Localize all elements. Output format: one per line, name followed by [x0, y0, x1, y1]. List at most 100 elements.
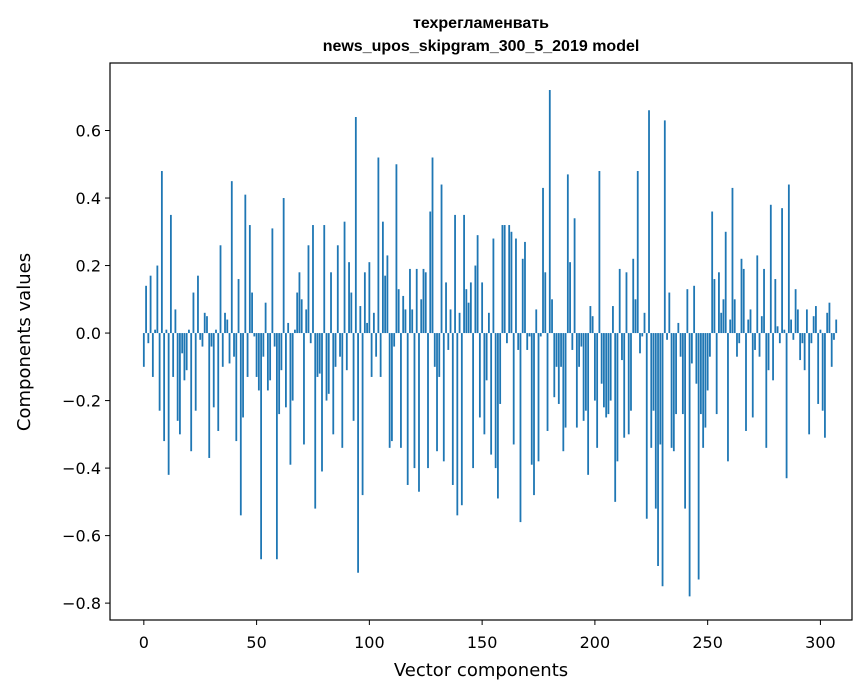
bar-189 — [569, 262, 571, 334]
bar-6 — [156, 265, 159, 334]
bar-32 — [215, 329, 217, 334]
bar-197 — [587, 333, 590, 475]
bar-301 — [821, 333, 824, 411]
bar-234 — [670, 333, 673, 448]
bar-14 — [174, 309, 177, 334]
bar-44 — [242, 333, 244, 418]
bar-224 — [648, 110, 650, 334]
bar-164 — [512, 333, 515, 445]
bar-21 — [190, 333, 193, 452]
bar-262 — [733, 299, 736, 334]
bar-99 — [366, 322, 368, 334]
bar-11 — [167, 333, 170, 475]
bar-282 — [778, 333, 781, 344]
bar-281 — [776, 326, 779, 334]
bar-248 — [702, 333, 705, 448]
bar-27 — [203, 312, 206, 334]
bar-52 — [260, 333, 262, 560]
bar-113 — [397, 289, 400, 334]
bar-102 — [372, 312, 375, 334]
bar-192 — [575, 333, 578, 428]
bar-263 — [736, 333, 738, 357]
bar-121 — [415, 268, 418, 334]
bar-146 — [472, 333, 474, 469]
x-tick-label: 50 — [246, 633, 266, 652]
bar-242 — [688, 333, 691, 597]
bar-94 — [354, 117, 357, 334]
bar-41 — [235, 333, 238, 442]
bar-101 — [370, 333, 373, 377]
bar-8 — [160, 171, 163, 334]
bar-163 — [510, 231, 513, 334]
bar-246 — [697, 333, 700, 580]
bar-25 — [199, 333, 202, 340]
y-tick-label: 0.2 — [76, 257, 101, 276]
bar-126 — [427, 333, 429, 469]
bar-17 — [181, 333, 184, 354]
bar-65 — [289, 333, 292, 465]
bar-289 — [794, 289, 797, 334]
bar-228 — [657, 333, 659, 566]
bar-38 — [228, 333, 231, 364]
x-axis: 0 50 100 150 200 250 300 — [139, 620, 836, 652]
bar-103 — [375, 333, 378, 357]
bar-35 — [221, 333, 224, 367]
bar-188 — [566, 174, 569, 334]
bar-50 — [255, 333, 258, 377]
bar-108 — [386, 255, 389, 334]
bar-74 — [309, 333, 312, 344]
bar-264 — [738, 333, 741, 344]
bar-70 — [300, 299, 303, 334]
x-tick-label: 150 — [467, 633, 498, 652]
bar-267 — [745, 333, 747, 431]
bar-5 — [154, 329, 156, 334]
bar-165 — [515, 238, 517, 334]
bar-142 — [463, 214, 465, 334]
bar-216 — [630, 333, 632, 411]
bar-265 — [740, 258, 743, 334]
bar-209 — [614, 333, 617, 502]
bar-89 — [343, 221, 346, 334]
bar-205 — [605, 333, 608, 418]
bar-67 — [294, 329, 296, 334]
bar-80 — [323, 225, 326, 334]
bar-115 — [402, 295, 405, 334]
bar-177 — [542, 187, 544, 334]
bar-253 — [713, 279, 716, 334]
bar-297 — [812, 316, 815, 334]
bar-225 — [650, 333, 653, 448]
bar-255 — [718, 272, 720, 334]
bar-286 — [787, 184, 790, 334]
bar-294 — [805, 309, 808, 334]
bar-37 — [226, 319, 229, 334]
bar-120 — [413, 333, 416, 469]
bar-51 — [257, 333, 260, 391]
bar-42 — [237, 279, 240, 334]
bar-201 — [596, 333, 599, 448]
bar-109 — [388, 333, 391, 448]
chart-title-line2: news_upos_skipgram_300_5_2019 model — [323, 38, 640, 55]
bar-112 — [395, 164, 398, 334]
bar-87 — [339, 333, 341, 357]
bar-66 — [291, 333, 294, 401]
bar-91 — [348, 262, 350, 334]
bar-96 — [359, 306, 362, 334]
bar-182 — [553, 333, 556, 398]
bar-77 — [316, 333, 319, 377]
bar-125 — [424, 272, 427, 334]
bar-271 — [754, 333, 756, 350]
bar-203 — [600, 333, 603, 384]
bar-111 — [393, 333, 396, 347]
bar-9 — [163, 333, 166, 442]
bar-26 — [201, 333, 204, 347]
bars-group — [142, 90, 838, 597]
bar-98 — [363, 272, 366, 334]
bar-179 — [546, 333, 549, 431]
bar-307 — [835, 319, 838, 334]
bar-49 — [253, 333, 256, 337]
bar-143 — [465, 289, 468, 334]
x-tick-label: 250 — [692, 633, 723, 652]
bar-206 — [607, 333, 610, 415]
bar-30 — [210, 333, 213, 347]
bar-300 — [819, 329, 822, 334]
